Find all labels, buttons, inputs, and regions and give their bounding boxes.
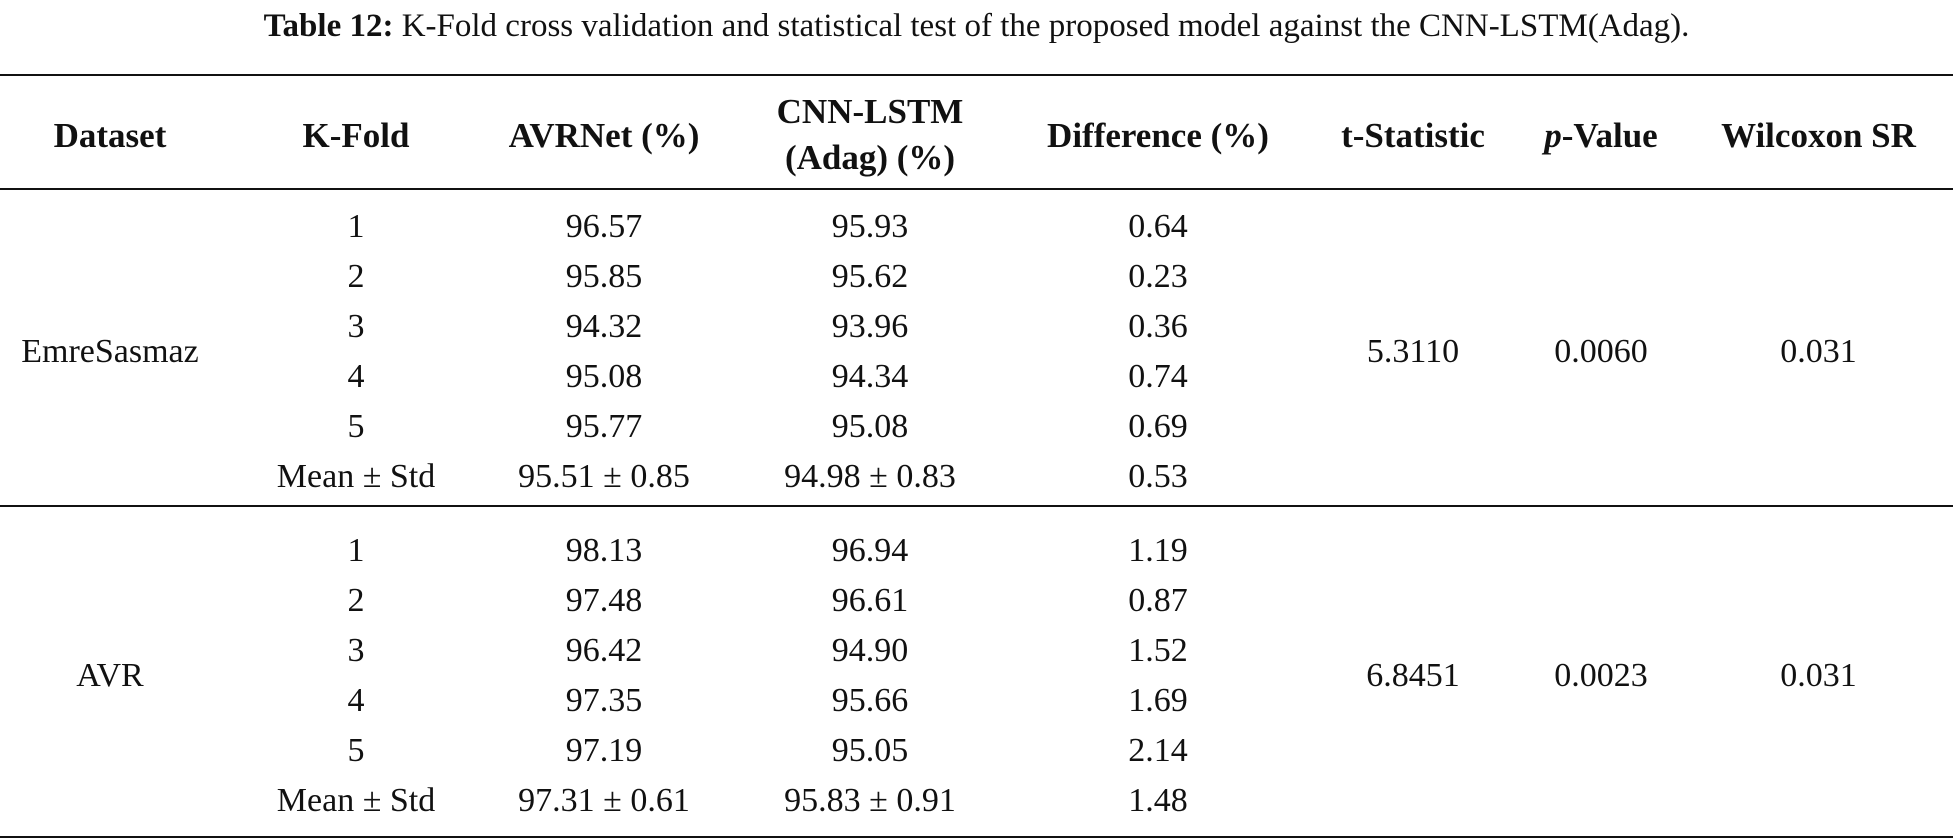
- avrnet-cell: 97.31 ± 0.61: [518, 782, 690, 819]
- difference-cell: 0.64: [1128, 208, 1188, 245]
- bottom-rule: [0, 836, 1953, 838]
- dataset-name: AVR: [76, 657, 144, 694]
- avrnet-cell: 95.51 ± 0.85: [518, 458, 690, 495]
- fold-cell: 5: [347, 408, 365, 445]
- fold-cell: 4: [347, 358, 365, 395]
- fold-cell: 5: [347, 732, 365, 769]
- fold-cell: 2: [347, 258, 365, 295]
- avrnet-cell: 95.77: [565, 408, 643, 445]
- fold-cell: 1: [347, 532, 365, 569]
- header-cnn-lstm-line2: (Adag) (%): [784, 138, 956, 177]
- difference-cell: 1.69: [1128, 682, 1188, 719]
- header-avrnet: AVRNet (%): [508, 116, 700, 155]
- avrnet-cell: 95.85: [565, 258, 643, 295]
- difference-cell: 0.74: [1128, 358, 1188, 395]
- cnn-lstm-cell: 95.83 ± 0.91: [784, 782, 956, 819]
- header-p-rest: -Value: [1561, 116, 1658, 155]
- fold-cell: 4: [347, 682, 365, 719]
- cnn-lstm-cell: 96.94: [831, 532, 909, 569]
- cnn-lstm-cell: 95.93: [831, 208, 909, 245]
- header-kfold: K-Fold: [302, 116, 410, 155]
- avrnet-cell: 98.13: [565, 532, 643, 569]
- cnn-lstm-cell: 96.61: [831, 582, 909, 619]
- avrnet-cell: 96.57: [565, 208, 643, 245]
- fold-cell: 3: [347, 632, 365, 669]
- cnn-lstm-cell: 95.05: [831, 732, 909, 769]
- header-cnn-lstm-line1: CNN-LSTM: [776, 92, 964, 131]
- cnn-lstm-cell: 93.96: [831, 308, 909, 345]
- difference-cell: 0.53: [1128, 458, 1188, 495]
- cnn-lstm-cell: 95.66: [831, 682, 909, 719]
- difference-cell: 0.23: [1128, 258, 1188, 295]
- difference-cell: 0.87: [1128, 582, 1188, 619]
- cnn-lstm-cell: 95.08: [831, 408, 909, 445]
- fold-cell: 1: [347, 208, 365, 245]
- header-wilcoxon: Wilcoxon SR: [1721, 116, 1916, 155]
- t-statistic-value: 5.3110: [1366, 333, 1460, 370]
- cnn-lstm-cell: 94.90: [831, 632, 909, 669]
- fold-cell: Mean ± Std: [276, 782, 436, 819]
- caption-text: K-Fold cross validation and statistical …: [401, 8, 1690, 44]
- header-t-statistic: t-Statistic: [1341, 116, 1485, 155]
- header-difference: Difference (%): [1047, 116, 1269, 155]
- table-label: Table 12:: [263, 8, 394, 44]
- top-rule: [0, 74, 1953, 76]
- avrnet-cell: 97.19: [565, 732, 643, 769]
- group-divider-rule: [0, 505, 1953, 507]
- avrnet-cell: 96.42: [565, 632, 643, 669]
- wilcoxon-value: 0.031: [1780, 657, 1857, 694]
- table-caption: Table 12: K-Fold cross validation and st…: [0, 0, 1953, 62]
- cnn-lstm-cell: 95.62: [831, 258, 909, 295]
- avrnet-cell: 97.48: [565, 582, 643, 619]
- difference-cell: 2.14: [1128, 732, 1188, 769]
- difference-cell: 1.19: [1128, 532, 1188, 569]
- wilcoxon-value: 0.031: [1780, 333, 1857, 370]
- avrnet-cell: 95.08: [565, 358, 643, 395]
- header-p-italic: p: [1544, 116, 1562, 155]
- fold-cell: 3: [347, 308, 365, 345]
- avrnet-cell: 97.35: [565, 682, 643, 719]
- difference-cell: 0.36: [1128, 308, 1188, 345]
- p-value: 0.0060: [1554, 333, 1648, 370]
- fold-cell: Mean ± Std: [276, 458, 436, 495]
- header-rule: [0, 188, 1953, 190]
- difference-cell: 0.69: [1128, 408, 1188, 445]
- difference-cell: 1.48: [1128, 782, 1188, 819]
- dataset-name: EmreSasmaz: [21, 333, 199, 370]
- p-value: 0.0023: [1554, 657, 1648, 694]
- header-dataset: Dataset: [53, 116, 167, 155]
- header-p-value: p-Value: [1518, 114, 1684, 158]
- cnn-lstm-cell: 94.34: [831, 358, 909, 395]
- t-statistic-value: 6.8451: [1366, 657, 1460, 694]
- avrnet-cell: 94.32: [565, 308, 643, 345]
- fold-cell: 2: [347, 582, 365, 619]
- cnn-lstm-cell: 94.98 ± 0.83: [784, 458, 956, 495]
- difference-cell: 1.52: [1128, 632, 1188, 669]
